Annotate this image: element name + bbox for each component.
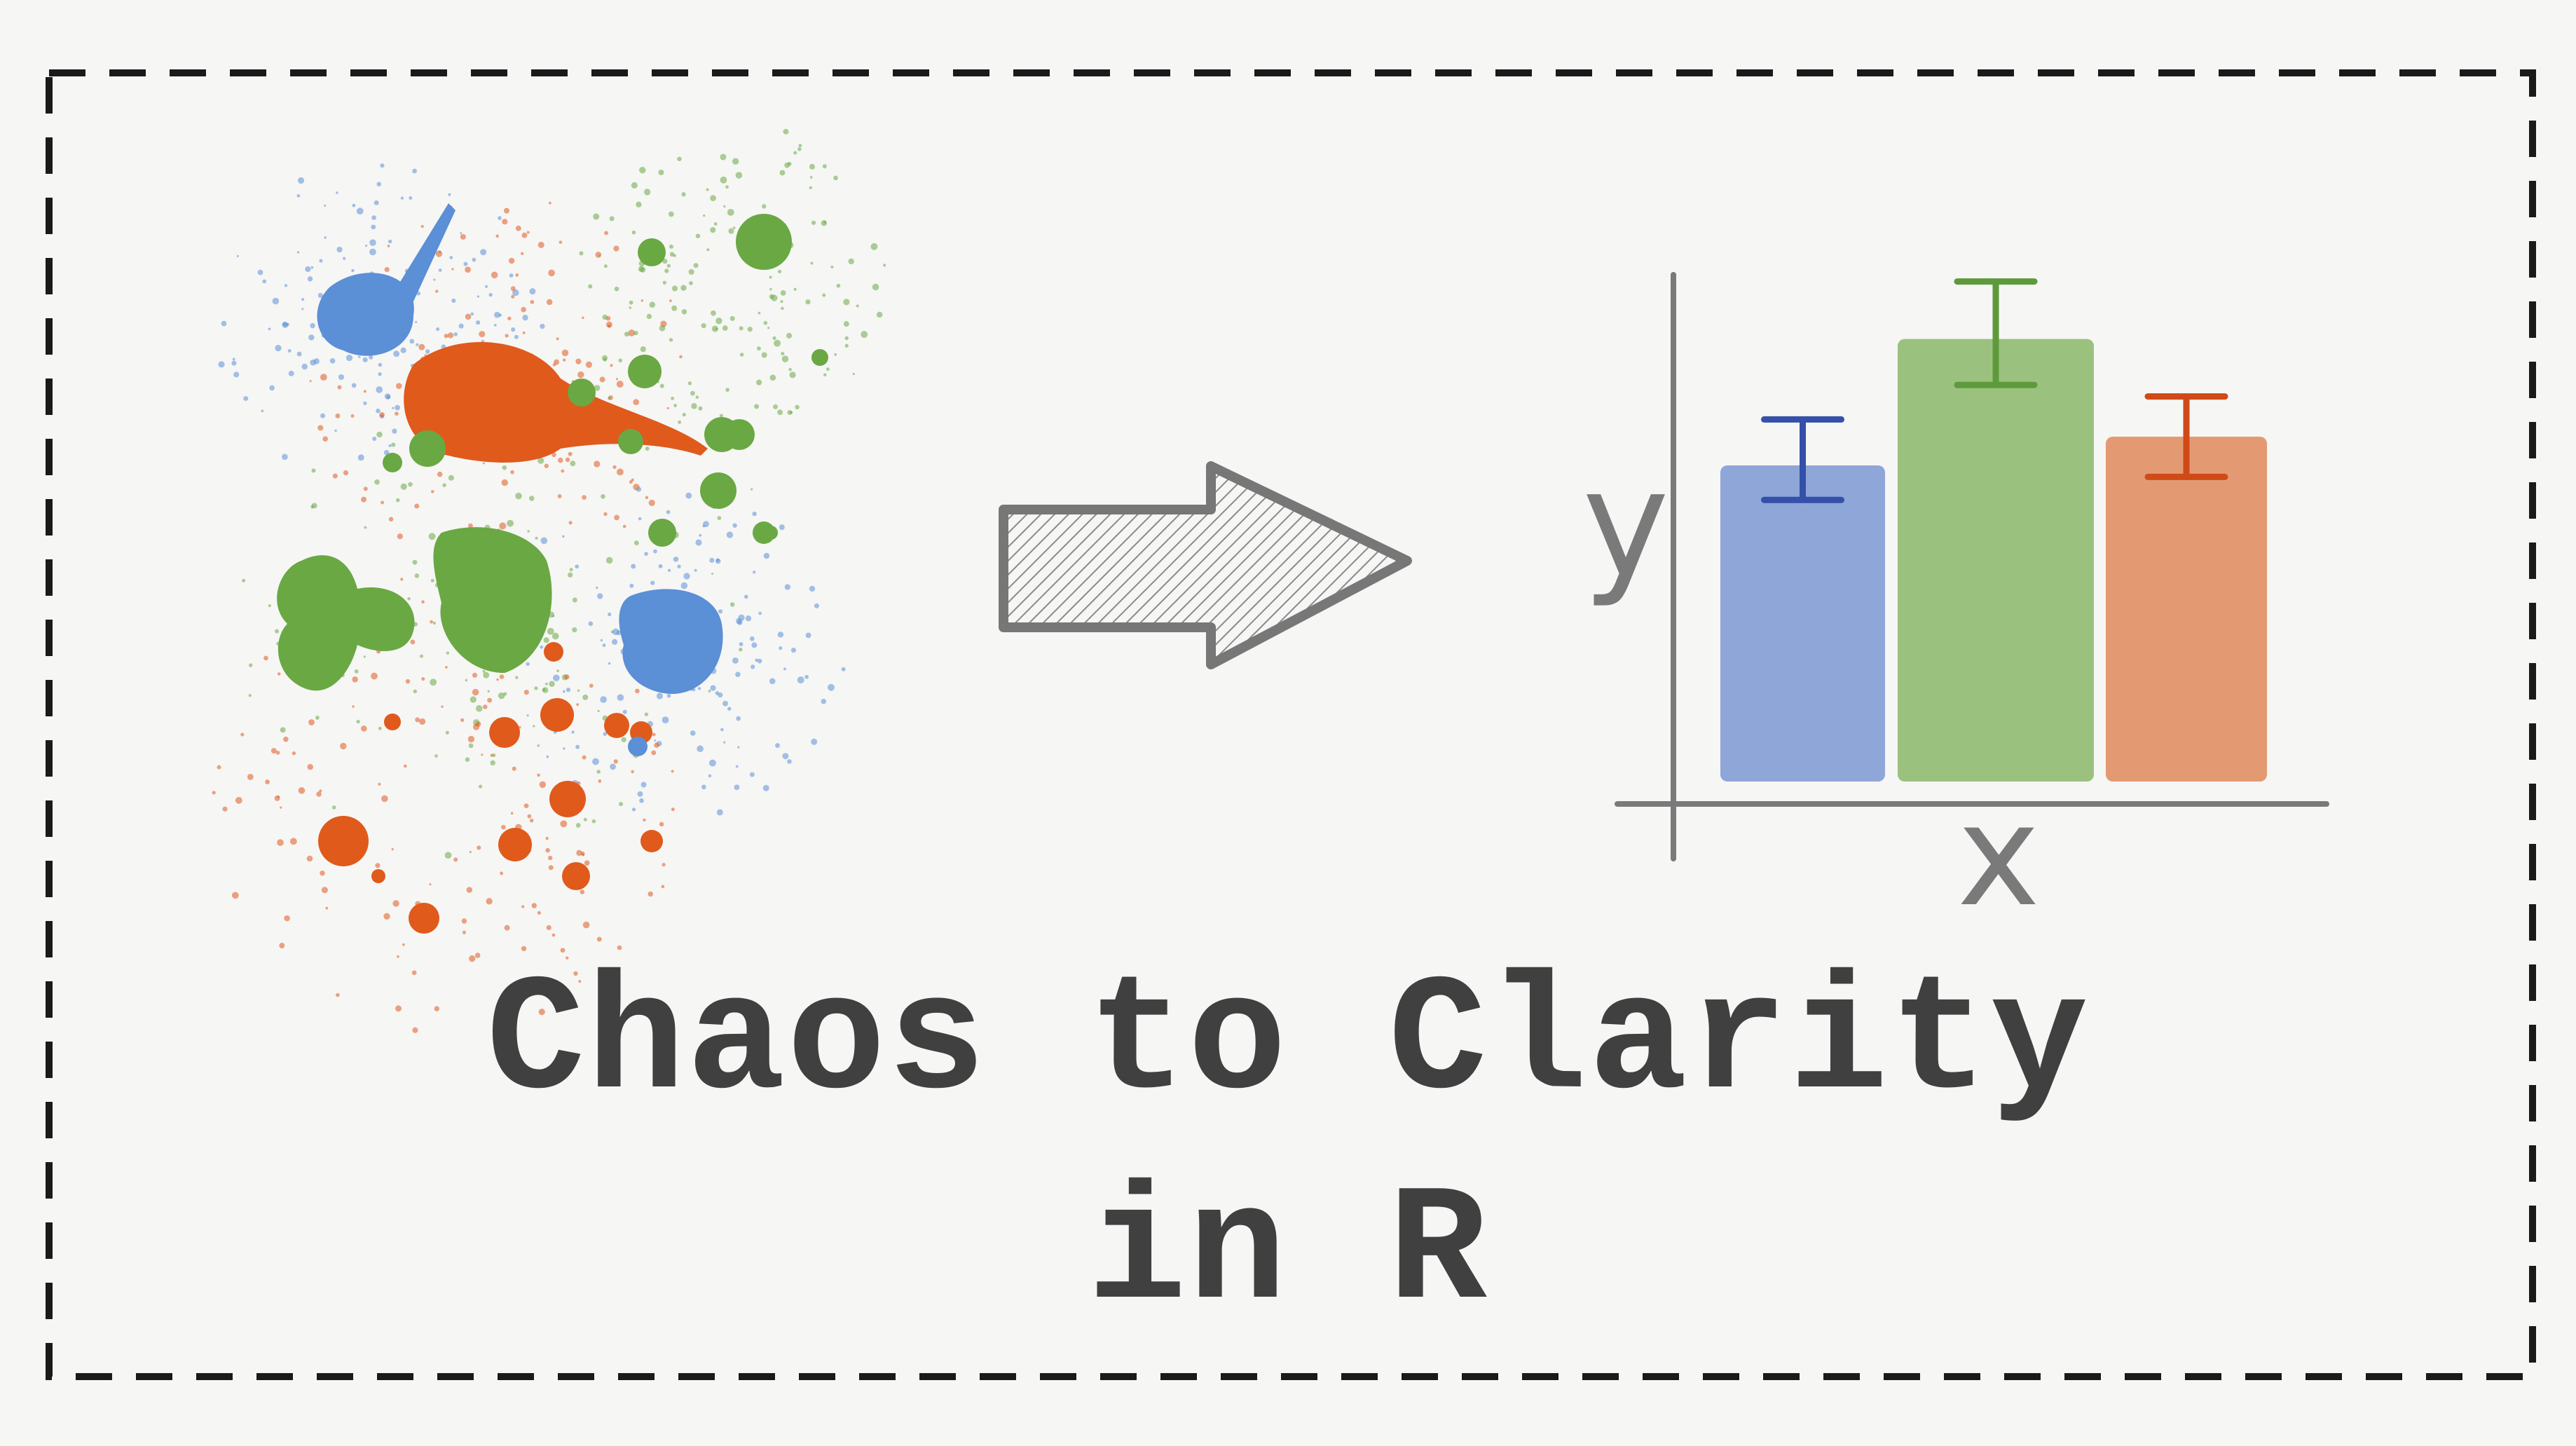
title-line-1: Chaos to Clarity: [486, 949, 2090, 1136]
bar-1: [1720, 465, 1885, 782]
y-axis-label: y: [1582, 438, 1669, 610]
error-bar-3: [2144, 393, 2228, 480]
bar-2: [1898, 339, 2094, 782]
title-line-2: in R: [1087, 1159, 1489, 1346]
bar-3: [2106, 437, 2267, 782]
error-bar-2: [1954, 278, 2038, 388]
error-bar-1: [1761, 416, 1844, 503]
x-axis-label: x: [1957, 775, 2040, 938]
